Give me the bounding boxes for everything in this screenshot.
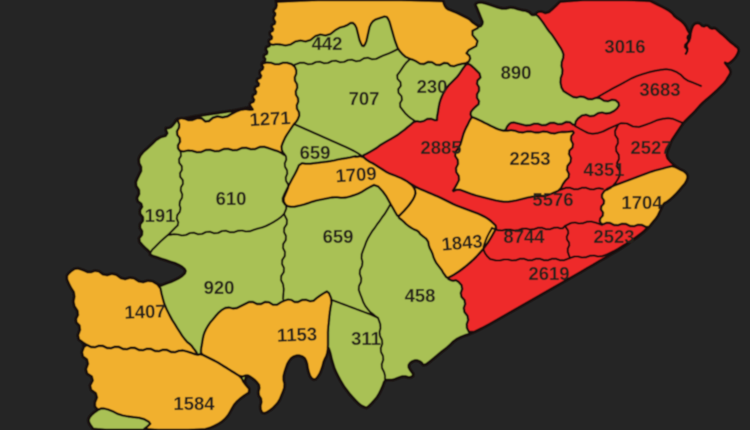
svg-text:1709: 1709 xyxy=(335,163,378,187)
svg-text:2885: 2885 xyxy=(420,137,461,158)
svg-text:659: 659 xyxy=(300,142,331,163)
svg-text:311: 311 xyxy=(351,328,381,349)
svg-text:2523: 2523 xyxy=(593,226,634,247)
svg-text:1271: 1271 xyxy=(249,107,291,130)
svg-text:1153: 1153 xyxy=(277,323,318,345)
svg-text:890: 890 xyxy=(501,62,532,83)
svg-text:2253: 2253 xyxy=(509,148,550,169)
svg-text:1584: 1584 xyxy=(173,393,215,414)
svg-text:230: 230 xyxy=(417,76,448,97)
svg-text:191: 191 xyxy=(145,205,176,226)
svg-text:2619: 2619 xyxy=(528,263,569,284)
svg-text:8744: 8744 xyxy=(503,226,545,247)
svg-text:659: 659 xyxy=(323,226,354,247)
svg-text:920: 920 xyxy=(204,277,235,298)
svg-text:442: 442 xyxy=(312,33,343,54)
svg-text:4351: 4351 xyxy=(583,159,624,180)
svg-text:5576: 5576 xyxy=(532,189,573,210)
svg-text:458: 458 xyxy=(405,285,436,306)
svg-text:1704: 1704 xyxy=(621,192,663,213)
svg-text:3016: 3016 xyxy=(604,36,645,57)
svg-text:1843: 1843 xyxy=(441,230,484,255)
svg-text:707: 707 xyxy=(349,88,380,109)
svg-text:610: 610 xyxy=(216,188,247,209)
svg-text:1407: 1407 xyxy=(124,300,166,322)
svg-text:3683: 3683 xyxy=(639,79,680,100)
svg-text:2527: 2527 xyxy=(630,137,671,158)
